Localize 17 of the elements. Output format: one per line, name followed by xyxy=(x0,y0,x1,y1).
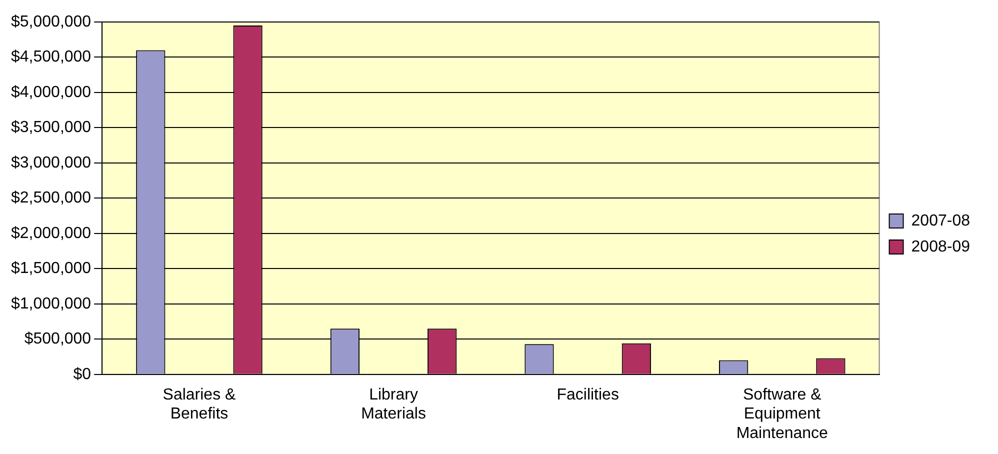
x-tick-label: Library Materials xyxy=(361,386,426,423)
x-tick-label: Facilities xyxy=(556,386,619,404)
y-tick-label: $2,000,000 xyxy=(11,224,92,242)
x-tick-label: Salaries & Benefits xyxy=(162,386,236,423)
y-tick-label: $4,500,000 xyxy=(11,48,92,66)
y-tick-label: $3,000,000 xyxy=(11,154,92,172)
y-tick-label: $4,000,000 xyxy=(11,84,92,101)
legend-label: 2008-09 xyxy=(911,238,970,256)
y-tick-label: $3,500,000 xyxy=(11,119,92,136)
y-tick-label: $5,000,000 xyxy=(11,13,92,30)
y-tick-label: $1,000,000 xyxy=(11,295,92,312)
y-tick-label: $2,500,000 xyxy=(11,190,92,207)
y-tick-label: $500,000 xyxy=(24,330,92,348)
x-tick-label: Software & Equipment Maintenance xyxy=(736,386,828,442)
y-tick-label: $0 xyxy=(73,366,92,383)
y-tick-label: $1,500,000 xyxy=(11,260,92,278)
legend-label: 2007-08 xyxy=(911,212,970,230)
